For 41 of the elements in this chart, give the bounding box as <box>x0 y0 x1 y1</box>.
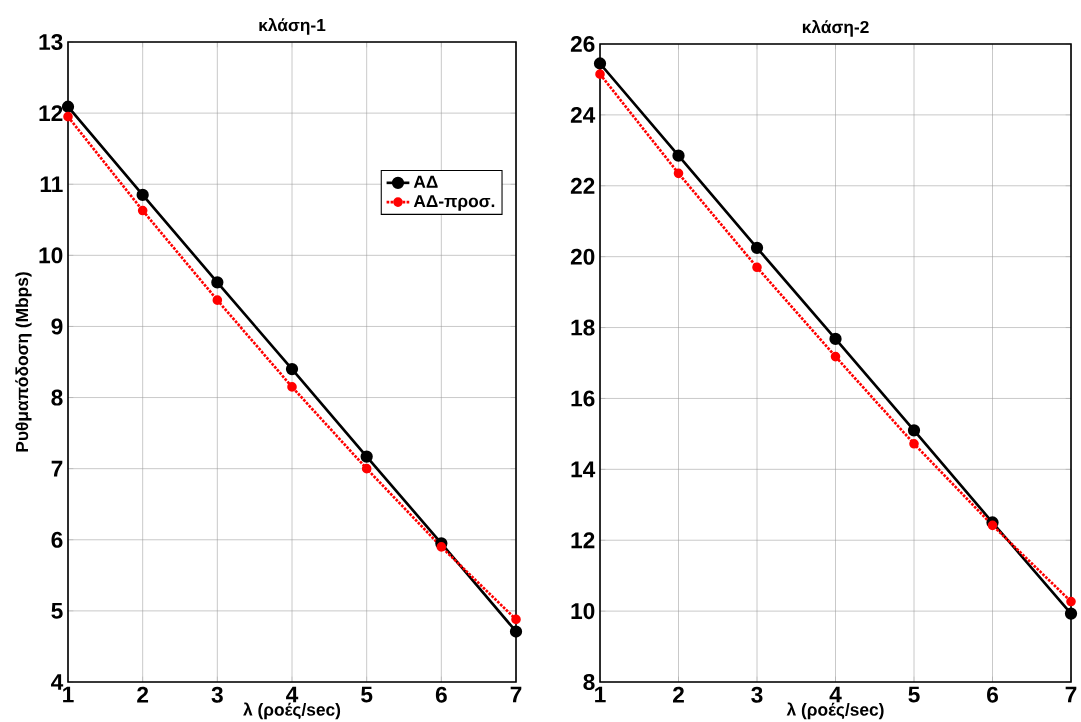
chart-title: κλάση-1 <box>259 18 326 35</box>
y-tick-label: 7 <box>51 460 63 477</box>
x-axis-title: λ (ροές/sec) <box>243 702 341 720</box>
x-tick-label: 5 <box>908 686 920 703</box>
x-tick-label: 7 <box>1065 686 1077 703</box>
x-tick-label: 6 <box>435 686 447 703</box>
y-tick-label: 10 <box>571 603 595 620</box>
legend-label: ΑΔ-προσ. <box>413 195 495 211</box>
x-tick-label: 1 <box>595 686 606 703</box>
x-tick-label: 4 <box>829 686 842 703</box>
y-tick-label: 9 <box>51 318 63 335</box>
x-tick-label: 2 <box>137 686 149 703</box>
y-tick-label: 16 <box>571 390 595 407</box>
y-tick-label: 12 <box>571 532 595 549</box>
x-tick-label: 2 <box>673 686 684 703</box>
y-axis-title: Ρυθμαπόδοση (Mbps) <box>15 272 32 452</box>
y-tick-label: 24 <box>570 106 596 123</box>
y-tick-label: 22 <box>570 177 595 194</box>
y-tick-label: 5 <box>51 602 63 619</box>
x-tick-label: 7 <box>510 686 522 703</box>
y-tick-label: 6 <box>51 531 63 548</box>
y-tick-label: 8 <box>583 673 595 691</box>
x-tick-label: 3 <box>751 686 763 703</box>
y-tick-label: 20 <box>570 248 595 265</box>
y-tick-label: 26 <box>570 35 595 53</box>
x-axis-title: λ (ροές/sec) <box>786 702 884 720</box>
y-tick-label: 14 <box>571 461 596 478</box>
y-tick-label: 13 <box>39 33 63 51</box>
x-tick-label: 1 <box>63 686 74 703</box>
y-tick-label: 11 <box>40 176 63 193</box>
x-tick-label: 4 <box>286 686 299 703</box>
y-tick-label: 4 <box>51 674 64 690</box>
y-tick-label: 12 <box>39 105 63 122</box>
legend-label: ΑΔ <box>413 175 438 188</box>
chart-title: κλάση-2 <box>802 20 869 37</box>
x-tick-label: 5 <box>361 686 373 703</box>
x-tick-label: 3 <box>211 686 223 703</box>
y-tick-label: 18 <box>571 319 595 336</box>
y-tick-label: 10 <box>39 247 63 264</box>
y-tick-label: 8 <box>51 389 63 406</box>
x-tick-label: 6 <box>987 686 998 703</box>
